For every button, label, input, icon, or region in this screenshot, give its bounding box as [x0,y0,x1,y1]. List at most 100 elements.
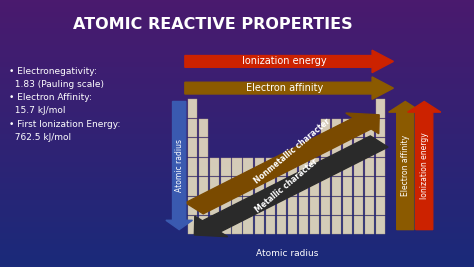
Bar [199,197,209,215]
Bar [354,216,363,234]
Bar [244,216,253,234]
Bar [265,216,275,234]
Bar [199,119,209,137]
Bar [365,197,374,215]
Bar [354,197,363,215]
Bar [321,138,330,157]
Bar [354,158,363,176]
Bar [332,197,341,215]
Bar [188,197,197,215]
Bar [188,138,197,157]
Bar [265,158,275,176]
Bar [365,158,374,176]
Bar [332,158,341,176]
Bar [343,216,352,234]
Bar [221,216,230,234]
Bar [188,99,197,118]
Bar [255,197,264,215]
Bar [343,197,352,215]
Bar [232,197,242,215]
Text: Nonmetallic character: Nonmetallic character [253,116,332,185]
Text: Atomic radius: Atomic radius [255,249,318,258]
Bar [343,158,352,176]
Bar [244,177,253,195]
Bar [232,158,242,176]
Bar [321,177,330,195]
Polygon shape [185,113,379,214]
Bar [354,138,363,157]
Bar [310,216,319,234]
Bar [210,216,219,234]
Text: Atomic radius: Atomic radius [175,139,183,192]
Bar [332,119,341,137]
Polygon shape [185,77,393,99]
Bar [265,177,275,195]
Text: Metallic character: Metallic character [254,157,320,214]
Bar [244,197,253,215]
Bar [332,216,341,234]
Bar [310,197,319,215]
Bar [299,197,308,215]
Polygon shape [408,101,441,230]
Bar [210,158,219,176]
Bar [288,216,297,234]
Bar [299,158,308,176]
Bar [244,158,253,176]
Bar [255,158,264,176]
Polygon shape [194,136,388,237]
Bar [376,158,385,176]
Text: Ionization energy: Ionization energy [420,132,428,199]
Bar [354,119,363,137]
Bar [255,216,264,234]
Bar [277,197,286,215]
Bar [199,158,209,176]
Bar [376,119,385,137]
Bar [210,197,219,215]
Bar [221,197,230,215]
Bar [343,119,352,137]
Bar [376,216,385,234]
Bar [376,99,385,118]
Bar [199,138,209,157]
Polygon shape [389,101,422,230]
Bar [199,177,209,195]
Bar [288,158,297,176]
Bar [365,119,374,137]
Bar [232,216,242,234]
Bar [321,197,330,215]
Bar [221,177,230,195]
Bar [376,177,385,195]
Bar [365,216,374,234]
Bar [288,177,297,195]
Bar [255,177,264,195]
Bar [277,216,286,234]
Bar [188,177,197,195]
Bar [376,138,385,157]
Bar [221,158,230,176]
Bar [332,177,341,195]
Bar [277,177,286,195]
Bar [288,197,297,215]
Bar [188,158,197,176]
Bar [232,177,242,195]
Text: Electron affinity: Electron affinity [246,83,323,93]
Bar [265,197,275,215]
Bar [210,177,219,195]
Bar [299,177,308,195]
Bar [321,216,330,234]
Bar [365,177,374,195]
Bar [321,158,330,176]
Text: Ionization energy: Ionization energy [242,56,327,66]
Text: Electron affinity: Electron affinity [401,135,410,196]
Bar [310,158,319,176]
Bar [354,177,363,195]
Bar [321,119,330,137]
Text: • Electronegativity:
  1.83 (Pauling scale)
• Electron Affinity:
  15.7 kJ/mol
•: • Electronegativity: 1.83 (Pauling scale… [9,67,121,142]
Bar [376,197,385,215]
Bar [199,216,209,234]
Bar [365,138,374,157]
Bar [332,138,341,157]
Polygon shape [185,50,393,73]
Bar [299,216,308,234]
Bar [188,216,197,234]
